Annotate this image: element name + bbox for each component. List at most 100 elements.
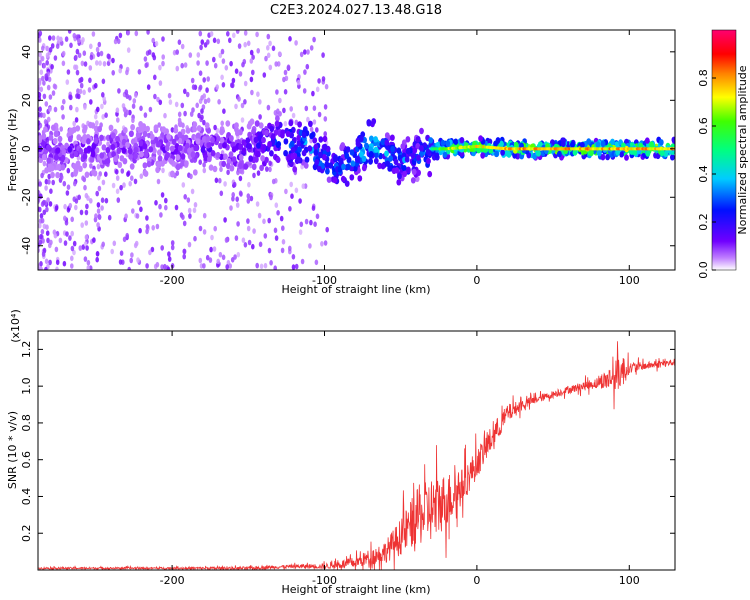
spectrogram-speckle — [201, 104, 206, 110]
spectrogram-cell — [251, 128, 256, 135]
spectrogram-speckle — [190, 188, 195, 195]
spectrogram-cell — [122, 127, 128, 134]
spectrogram-speckle — [39, 112, 44, 118]
spectrogram-cell — [54, 130, 59, 138]
spectrogram-speckle — [145, 263, 149, 269]
spectrogram-speckle — [118, 67, 122, 74]
spectrogram-speckle — [42, 80, 46, 86]
spectrogram-speckle — [323, 131, 328, 137]
spectrogram-speckle — [158, 99, 163, 106]
spectrogram-cell — [138, 140, 144, 147]
spectrogram-cell — [513, 141, 519, 149]
spectrogram-cell — [76, 134, 82, 141]
spectrogram-cell — [225, 120, 231, 127]
spectrogram-speckle — [119, 184, 123, 191]
spectrogram-speckle — [46, 116, 51, 123]
spectrogram-speckle — [84, 220, 89, 226]
spectrogram-speckle — [154, 200, 158, 206]
spectrogram-cell — [230, 141, 236, 148]
spectrogram-cell — [500, 149, 505, 156]
spectrogram-speckle — [231, 77, 236, 84]
spectrogram-speckle — [271, 45, 276, 52]
spectrogram-speckle — [42, 209, 47, 216]
spectrogram-cell — [410, 152, 416, 159]
spectrogram-cell — [326, 176, 332, 183]
spectrogram-speckle — [250, 89, 254, 96]
spectrogram-cell — [283, 150, 288, 157]
spectrogram-speckle — [214, 177, 219, 184]
spectrogram-speckle — [160, 245, 164, 251]
spectrogram-cell — [385, 160, 390, 167]
spectrogram-cell — [225, 162, 231, 170]
spectrogram-cell — [373, 136, 378, 143]
spectrogram-speckle — [246, 225, 251, 232]
spectrogram-cell — [259, 164, 264, 172]
spectrogram-speckle — [235, 202, 240, 208]
spectrogram-speckle — [288, 206, 292, 212]
spectrogram-speckle — [115, 175, 120, 181]
spectrogram-speckle — [146, 84, 151, 90]
spectrogram-cell — [195, 132, 201, 140]
spectrogram-speckle — [168, 99, 173, 105]
spectrogram-speckle — [303, 49, 307, 55]
spectrogram-speckle — [267, 247, 272, 254]
spectrogram-cell — [99, 134, 104, 141]
spectrogram-cell — [173, 127, 179, 134]
spectrogram-speckle — [45, 45, 49, 52]
spectrogram-speckle — [41, 45, 45, 52]
spectrogram-speckle — [249, 195, 254, 202]
spectrogram-speckle — [312, 119, 317, 125]
spectrogram-speckle — [75, 48, 80, 55]
spectrogram-speckle — [220, 48, 225, 55]
spectrogram-cell — [38, 137, 42, 144]
spectrogram-cell — [388, 155, 393, 162]
spectrogram-speckle — [76, 88, 80, 94]
spectrogram-speckle — [145, 228, 149, 235]
spectrogram-speckle — [198, 70, 203, 76]
spectrogram-speckle — [38, 60, 42, 66]
spectrogram-speckle — [198, 257, 203, 264]
spectrogram-speckle — [56, 35, 60, 41]
spectrogram-cell — [316, 165, 322, 173]
spectrogram-speckle — [113, 38, 118, 45]
spectrogram-speckle — [200, 39, 205, 45]
spectrogram-speckle — [131, 103, 136, 109]
spectrogram-cell — [589, 149, 594, 156]
spectrogram-speckle — [115, 188, 120, 195]
spectrogram-x-axis-label: Height of straight line (km) — [281, 283, 430, 296]
spectrogram-speckle — [294, 187, 299, 194]
spectrogram-speckle — [77, 52, 82, 59]
spectrogram-speckle — [198, 225, 203, 232]
spectrogram-speckle — [246, 193, 251, 199]
spectrogram-cell — [324, 161, 330, 168]
spectrogram-cell — [364, 142, 369, 149]
spectrogram-cell — [318, 151, 323, 159]
spectrogram-cell — [69, 128, 74, 135]
spectrogram-speckle — [305, 63, 310, 70]
spectrogram-cell — [67, 146, 73, 153]
spectrogram-speckle — [159, 212, 163, 218]
spectrogram-speckle — [213, 62, 218, 69]
spectrogram-speckle — [306, 49, 310, 55]
spectrogram-speckle — [323, 116, 328, 122]
spectrogram-speckle — [70, 230, 74, 237]
spectrogram-speckle — [283, 69, 288, 76]
spectrogram-cell — [610, 138, 615, 145]
spectrogram-speckle — [222, 108, 226, 114]
spectrogram-cell — [210, 136, 215, 144]
spectrogram-speckle — [154, 40, 159, 47]
spectrogram-cell — [142, 130, 148, 138]
spectrogram-speckle — [129, 257, 133, 264]
spectrogram-speckle — [288, 36, 292, 42]
spectrogram-speckle — [325, 226, 330, 233]
spectrogram-cell — [254, 120, 260, 127]
spectrogram-speckle — [240, 102, 245, 109]
spectrogram-speckle — [70, 216, 74, 223]
spectrogram-speckle — [44, 73, 48, 79]
spectrogram-speckle — [180, 62, 184, 69]
spectrogram-cell — [283, 138, 289, 145]
spectrogram-cell — [425, 148, 431, 155]
spectrogram-speckle — [182, 248, 187, 255]
spectrogram-cell — [397, 173, 402, 180]
spectrogram-speckle — [60, 104, 65, 111]
